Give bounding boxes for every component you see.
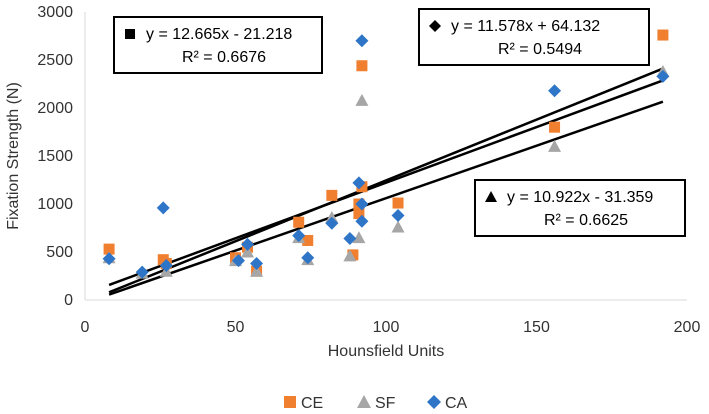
equation-triangle-icon [485,191,497,202]
data-point-ce [392,197,404,209]
y-tick-label: 3000 [37,4,73,21]
data-point-ce [326,189,338,201]
data-point-sf [355,93,369,106]
y-tick-label: 1500 [37,148,73,165]
legend-triangle-icon [357,395,371,408]
data-points [102,29,670,279]
data-point-ce [356,181,368,193]
y-axis-title: Fixation Strength (N) [5,82,22,230]
legend-item-ce: CE [284,395,323,412]
trendline-sf [108,100,664,296]
data-point-sf [250,264,264,277]
trendline-ce [108,67,664,294]
data-point-ca [159,258,173,272]
x-tick-label: 150 [523,319,550,336]
legend-diamond-icon [427,395,441,409]
equation-box-ca: y = 11.578x + 64.132 R² = 0.5494 [418,8,650,66]
r-squared-text: R² = 0.6625 [544,212,628,229]
legend-square-icon [284,396,296,408]
data-point-ce [103,243,115,255]
data-point-ce [356,60,368,72]
x-tick-label: 200 [674,319,701,336]
trendline-ca [108,79,664,287]
legend-item-ca: CA [427,395,468,412]
data-point-ca [301,251,315,265]
data-point-sf [343,249,357,262]
legend-label: SF [375,395,396,412]
legend-label: CE [301,395,323,412]
data-point-ca [656,69,670,83]
data-point-ce [549,121,561,133]
data-point-ce [353,208,365,220]
r-squared-text: R² = 0.5494 [498,41,582,58]
trendlines [108,67,664,296]
x-tick-label: 0 [81,319,90,336]
equation-box-sf: y = 10.922x - 31.359 R² = 0.6625 [474,179,686,237]
equation-box-frame [113,16,323,74]
data-point-ca [352,176,366,190]
y-tick-label: 500 [46,244,73,261]
data-point-ce [657,29,669,41]
equation-text: y = 12.665x - 21.218 [146,26,292,43]
data-point-ca [548,84,562,98]
equation-box-ce: y = 12.665x - 21.218 R² = 0.6676 [113,16,323,74]
data-point-ca [343,232,357,246]
data-point-ca [250,257,264,271]
equation-box-frame [474,179,686,237]
data-point-ca [102,252,116,266]
y-tick-label: 0 [64,292,73,309]
legend-item-sf: SF [357,395,396,412]
equation-diamond-icon [429,20,441,32]
x-axis-title: Hounsfield Units [328,343,445,360]
data-point-ca [355,214,369,228]
equation-text: y = 11.578x + 64.132 [451,18,600,35]
data-point-ca [232,254,246,268]
equation-text: y = 10.922x - 31.359 [507,189,653,206]
data-point-ce [347,249,359,261]
equation-box-frame [418,8,650,66]
axes: 0 500 1000 1500 2000 2500 3000 0 50 100 150 200 Houn… [5,4,700,360]
data-point-ce [302,234,314,246]
data-point-ca [325,216,339,230]
data-point-ca [135,265,149,279]
data-point-ca [156,201,170,215]
data-point-ca [355,197,369,211]
y-tick-label: 2500 [37,52,73,69]
r-squared-text: R² = 0.6676 [182,49,266,66]
y-tick-label: 1000 [37,196,73,213]
y-tick-label: 2000 [37,100,73,117]
data-point-sf [548,139,562,152]
data-point-sf [391,220,405,233]
x-tick-label: 50 [227,319,245,336]
x-tick-label: 100 [373,319,400,336]
data-point-sf [241,245,255,258]
equation-annotations: y = 12.665x - 21.218 R² = 0.6676 y = 11.57… [113,8,686,237]
data-point-ce [293,216,305,228]
data-point-ca [241,237,255,251]
legend-label: CA [445,395,468,412]
equation-square-icon [125,29,135,39]
data-point-ca [391,209,405,223]
data-point-sf [352,231,366,244]
data-point-ca [355,34,369,48]
legend: CE SF CA [284,395,468,412]
data-point-ca [292,229,306,243]
